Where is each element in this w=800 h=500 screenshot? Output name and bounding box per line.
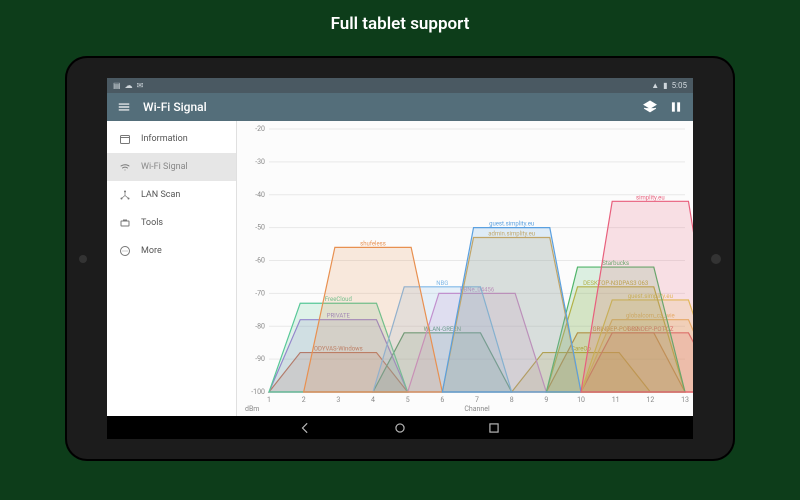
svg-text:4: 4	[371, 396, 375, 404]
svg-text:simplity.eu: simplity.eu	[636, 195, 665, 202]
sidebar-item-label: Wi-Fi Signal	[141, 162, 188, 172]
svg-text:shufeless: shufeless	[360, 241, 386, 248]
sidebar-item-label: Tools	[141, 218, 163, 228]
svg-text:-90: -90	[255, 355, 265, 363]
svg-text:-50: -50	[255, 224, 265, 232]
wifi-icon	[119, 161, 131, 173]
svg-text:Channel: Channel	[464, 405, 490, 413]
svg-text:10: 10	[577, 396, 585, 404]
screen: ▤ ☁ ✉ ▲ ▮ 5:05 Wi-Fi Signal Information W…	[107, 78, 693, 439]
sidebar-item-label: Information	[141, 134, 188, 144]
calendar-icon	[119, 133, 131, 145]
svg-text:dBm: dBm	[245, 405, 259, 413]
page-title: Full tablet support	[0, 0, 800, 44]
svg-text:-60: -60	[255, 257, 265, 265]
svg-text:-20: -20	[255, 125, 265, 133]
svg-text:-30: -30	[255, 158, 265, 166]
sidebar: Information Wi-Fi Signal LAN Scan Tools More	[107, 121, 237, 416]
svg-text:-100: -100	[251, 388, 265, 396]
lan-icon	[119, 189, 131, 201]
menu-icon[interactable]	[117, 100, 131, 114]
svg-text:13: 13	[681, 396, 689, 404]
status-bar: ▤ ☁ ✉ ▲ ▮ 5:05	[107, 78, 693, 93]
svg-text:9: 9	[544, 396, 548, 404]
svg-text:-80: -80	[255, 323, 265, 331]
svg-text:8: 8	[510, 396, 514, 404]
svg-text:6: 6	[440, 396, 444, 404]
sidebar-item-label: More	[141, 246, 162, 256]
wifi-icon: ▲	[651, 81, 659, 90]
status-icon-chat: ✉	[137, 81, 144, 90]
chart-area: -20-30-40-50-60-70-80-90-100123456789101…	[237, 121, 693, 416]
svg-text:11: 11	[612, 396, 620, 404]
sidebar-item-more[interactable]: More	[107, 237, 236, 265]
status-icon-cloud: ☁	[125, 81, 133, 90]
status-time: 5:05	[672, 81, 687, 90]
battery-icon: ▮	[663, 81, 667, 90]
app-bar: Wi-Fi Signal	[107, 93, 693, 121]
recent-button[interactable]	[487, 421, 501, 435]
android-nav-bar	[107, 416, 693, 439]
sidebar-item-information[interactable]: Information	[107, 125, 236, 153]
svg-text:1: 1	[267, 396, 271, 404]
svg-text:5: 5	[406, 396, 410, 404]
svg-text:NBG: NBG	[436, 280, 448, 287]
svg-text:2: 2	[302, 396, 306, 404]
sidebar-item-lan-scan[interactable]: LAN Scan	[107, 181, 236, 209]
content: Information Wi-Fi Signal LAN Scan Tools More…	[107, 121, 693, 416]
status-icon-notif: ▤	[113, 81, 121, 90]
sidebar-item-wi-fi-signal[interactable]: Wi-Fi Signal	[107, 153, 236, 181]
svg-text:3: 3	[336, 396, 340, 404]
tablet-frame: ▤ ☁ ✉ ▲ ▮ 5:05 Wi-Fi Signal Information W…	[65, 56, 735, 461]
svg-text:-70: -70	[255, 290, 265, 298]
pause-icon[interactable]	[669, 100, 683, 114]
more-icon	[119, 245, 131, 257]
sidebar-item-label: LAN Scan	[141, 190, 180, 200]
wifi-chart: -20-30-40-50-60-70-80-90-100123456789101…	[237, 121, 693, 416]
svg-text:guest.simplity.eu: guest.simplity.eu	[489, 221, 534, 228]
layers-icon[interactable]	[643, 100, 657, 114]
home-button[interactable]	[393, 421, 407, 435]
sidebar-item-tools[interactable]: Tools	[107, 209, 236, 237]
back-button[interactable]	[299, 421, 313, 435]
app-bar-title: Wi-Fi Signal	[143, 100, 207, 114]
svg-text:12: 12	[646, 396, 654, 404]
svg-text:-40: -40	[255, 191, 265, 199]
tools-icon	[119, 217, 131, 229]
svg-text:7: 7	[475, 396, 479, 404]
